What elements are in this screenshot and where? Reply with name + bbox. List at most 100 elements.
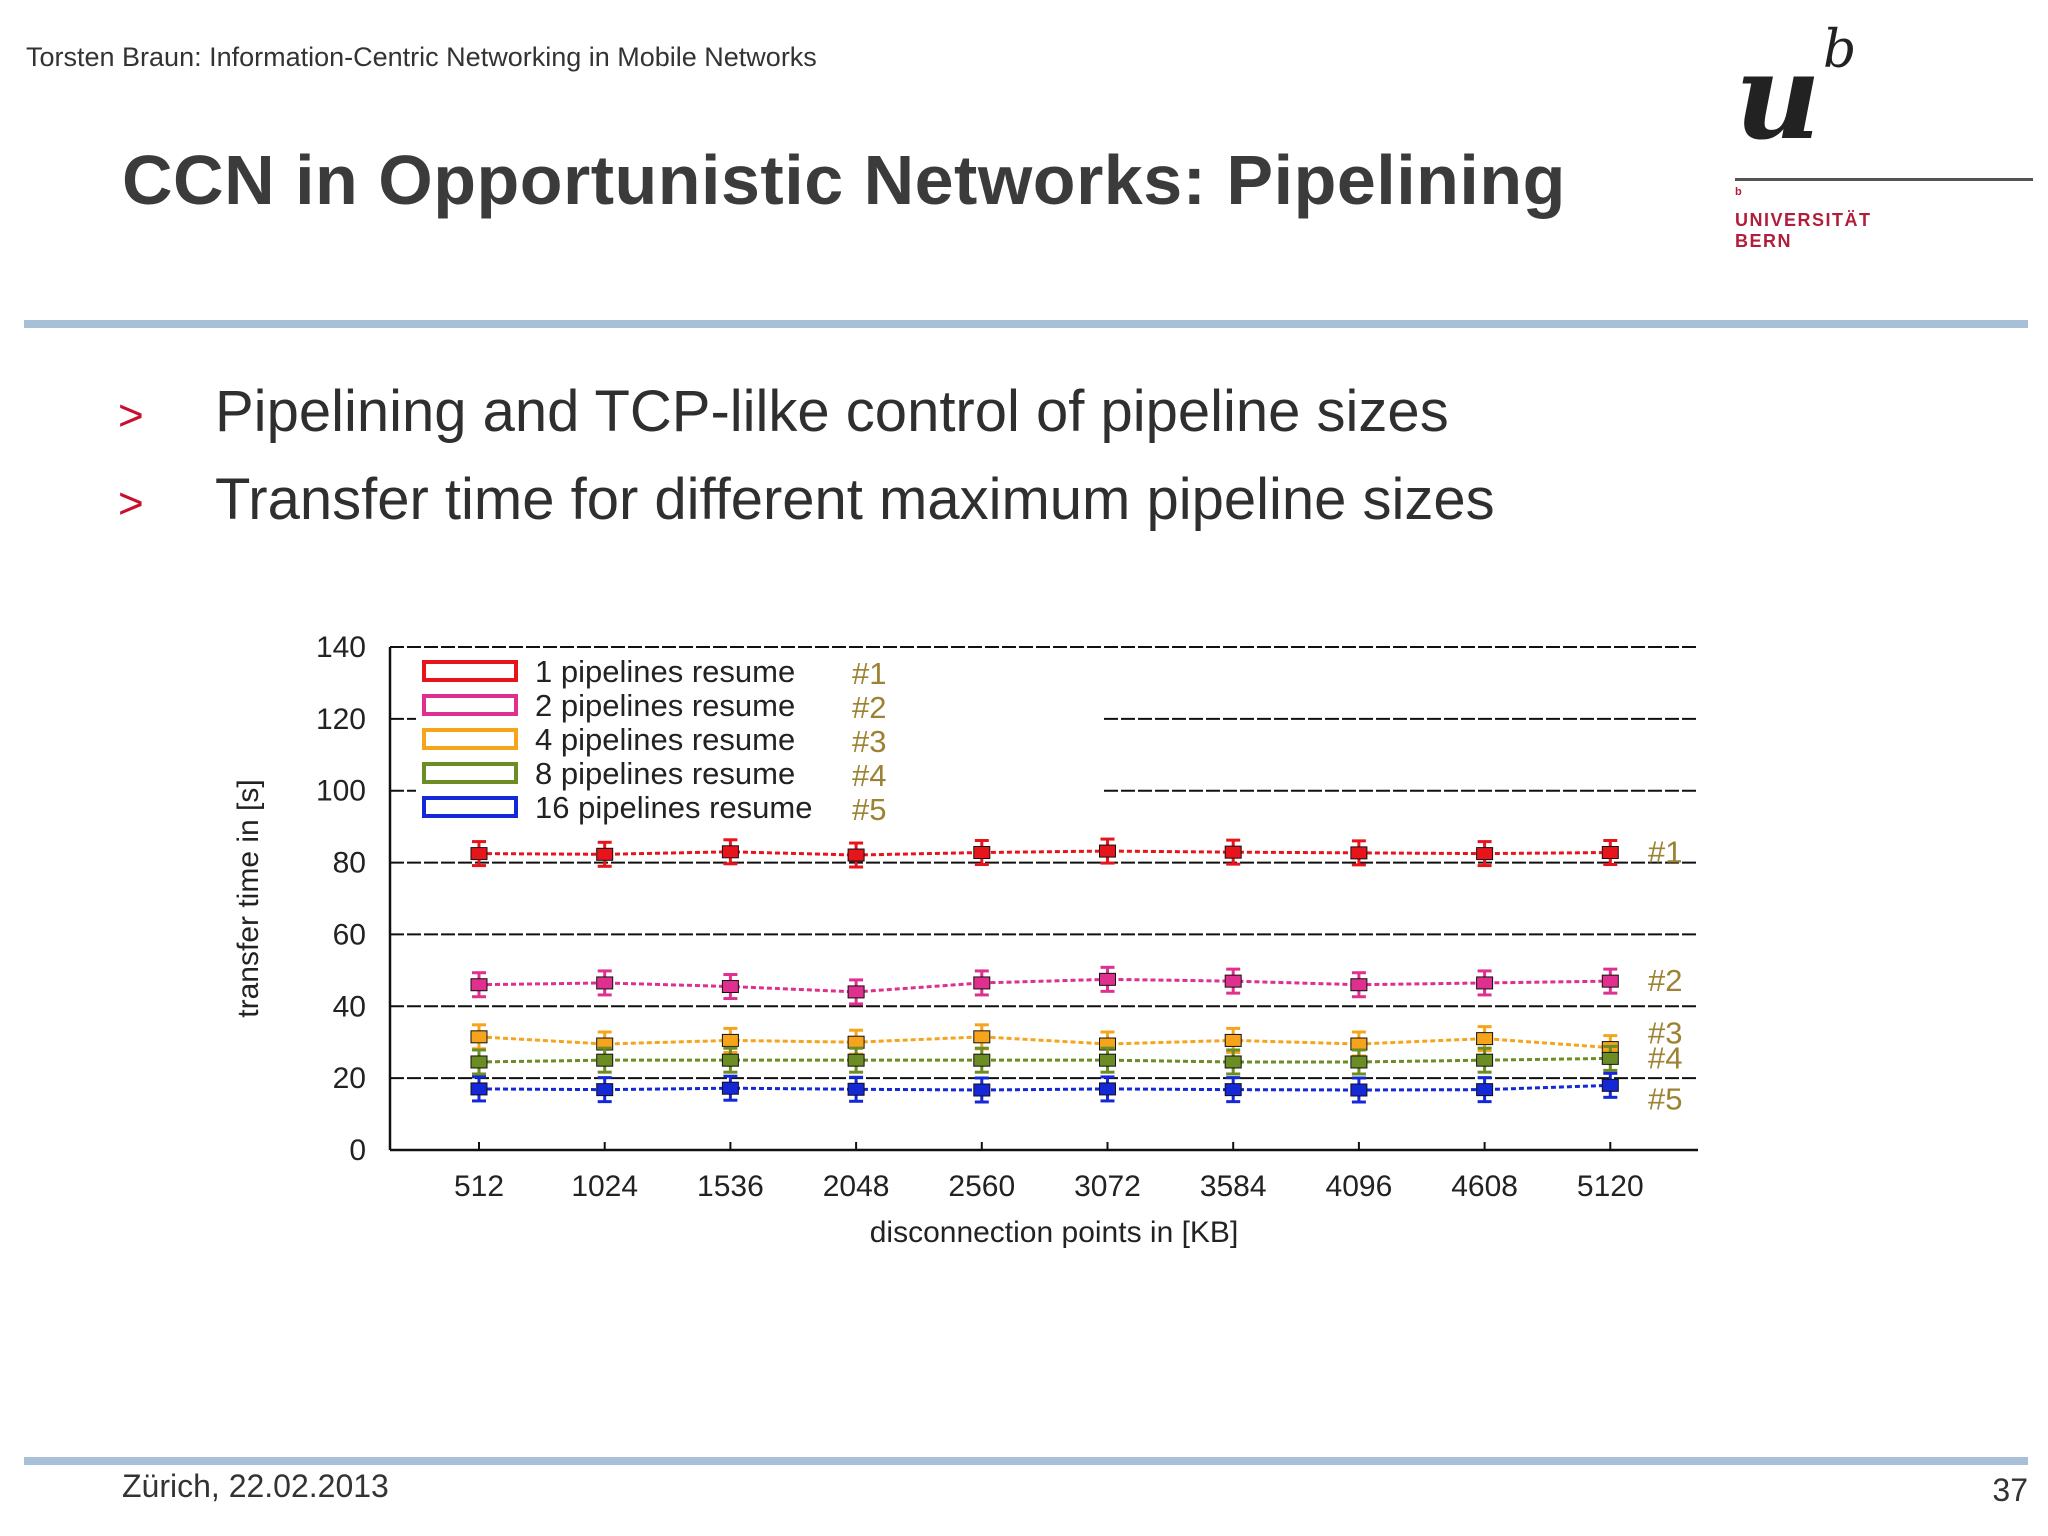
data-point (1350, 1055, 1368, 1069)
data-point (721, 980, 739, 994)
data-point (596, 1053, 614, 1067)
data-point (973, 976, 991, 990)
y-tick-label: 80 (333, 847, 366, 880)
x-tick-label: 1024 (571, 1170, 638, 1203)
data-point (596, 976, 614, 990)
x-tick-label: 4608 (1451, 1170, 1518, 1203)
series-end-tag: #4 (1648, 1040, 1682, 1075)
legend-swatch (422, 728, 518, 750)
bullet-text: Transfer time for different maximum pipe… (215, 467, 1495, 532)
y-tick-label: 120 (316, 703, 366, 736)
data-point (470, 847, 488, 861)
data-point (1601, 846, 1619, 860)
bullet-marker: > (118, 479, 144, 528)
data-point (1099, 972, 1116, 986)
data-point (1601, 1078, 1619, 1092)
series-line (478, 1056, 1611, 1064)
y-tick-label: 0 (349, 1134, 366, 1167)
y-axis-label: transfer time in [s] (232, 779, 265, 1017)
series-line (478, 1083, 1611, 1092)
x-tick-label: 512 (454, 1170, 504, 1203)
data-point (1099, 844, 1116, 858)
footer-date: Zürich, 22.02.2013 (122, 1468, 389, 1504)
data-point (470, 1030, 488, 1044)
data-point (470, 978, 488, 992)
legend-tag: #3 (852, 724, 886, 759)
bullet-marker: > (118, 391, 144, 440)
data-point (1099, 1053, 1116, 1067)
data-point (1476, 1083, 1494, 1097)
series-end-tag: #2 (1648, 963, 1682, 998)
data-point (470, 1055, 488, 1069)
data-point (1224, 1033, 1242, 1047)
y-tick-label: 20 (333, 1062, 366, 1095)
legend-label: 1 pipelines resume (535, 654, 795, 689)
x-axis-label: disconnection points in [KB] (870, 1216, 1239, 1249)
legend-label: 2 pipelines resume (535, 688, 795, 723)
data-point (1601, 1051, 1619, 1065)
y-tick-label: 40 (333, 990, 366, 1023)
y-tick-label: 140 (316, 631, 366, 664)
x-tick-label: 5120 (1577, 1170, 1644, 1203)
legend-label: 8 pipelines resume (535, 756, 795, 791)
data-point (1099, 1082, 1116, 1096)
legend-tag: #2 (852, 690, 886, 725)
legend-swatch (422, 660, 518, 682)
x-tick-label: 2048 (823, 1170, 890, 1203)
data-point (1350, 846, 1368, 860)
series-line (478, 977, 1611, 994)
bullet-text: Pipelining and TCP-lilke control of pipe… (215, 379, 1449, 444)
university-logo: u b b UNIVERSITÄT BERN (1735, 20, 2035, 260)
logo-superscript: b (1823, 20, 1857, 80)
data-point (470, 1082, 488, 1096)
data-point (847, 1035, 865, 1049)
series-line (478, 1035, 1611, 1050)
logo-letter: u (1735, 27, 1821, 166)
data-point (847, 985, 865, 999)
y-tick-label: 100 (316, 775, 366, 808)
data-point (596, 1083, 614, 1097)
x-tick-label: 3072 (1074, 1170, 1141, 1203)
series-line (478, 849, 1611, 857)
data-point (847, 1053, 865, 1067)
x-tick-label: 4096 (1326, 1170, 1393, 1203)
legend-label: 16 pipelines resume (535, 790, 812, 825)
data-point (973, 1083, 991, 1097)
legend-label: 4 pipelines resume (535, 722, 795, 757)
data-point (596, 847, 614, 861)
logo-small-b: b (1735, 186, 1742, 198)
data-point (1476, 976, 1494, 990)
data-point (721, 845, 739, 859)
slide-title: CCN in Opportunistic Networks: Pipelinin… (122, 141, 1566, 219)
data-point (973, 1053, 991, 1067)
logo-rule (1735, 178, 2033, 181)
x-tick-label: 2560 (948, 1170, 1015, 1203)
x-tick-label: 1536 (697, 1170, 764, 1203)
data-point (1224, 1083, 1242, 1097)
data-point (721, 1033, 739, 1047)
top-divider (24, 320, 2028, 328)
logo-line-bern: BERN (1735, 230, 1793, 251)
series-end-tag: #5 (1648, 1081, 1682, 1116)
y-tick-label: 60 (333, 918, 366, 951)
header-text: Torsten Braun: Information-Centric Netwo… (26, 42, 817, 72)
series-end-tag: #3 (1648, 1016, 1682, 1051)
legend-swatch (422, 796, 518, 818)
transfer-time-chart: 0 20 40 60 80 100 120 140 512 1024 1536 2048 2560 307… (232, 631, 1698, 1249)
data-point (1224, 974, 1242, 988)
data-point (973, 1030, 991, 1044)
legend-tag: #5 (852, 792, 886, 827)
legend-box (416, 652, 1104, 824)
bottom-divider (24, 1457, 2028, 1465)
data-point (1601, 974, 1619, 988)
logo-line-universitat: UNIVERSITÄT (1735, 210, 1872, 230)
data-point (721, 1053, 739, 1067)
series-end-tag: #1 (1648, 835, 1682, 870)
data-point (1224, 1055, 1242, 1069)
legend-tag: #4 (852, 758, 886, 793)
data-point (973, 846, 991, 860)
data-point (1476, 1032, 1494, 1046)
legend-swatch (422, 762, 518, 784)
data-point (847, 848, 865, 862)
legend-tag: #1 (852, 656, 886, 691)
